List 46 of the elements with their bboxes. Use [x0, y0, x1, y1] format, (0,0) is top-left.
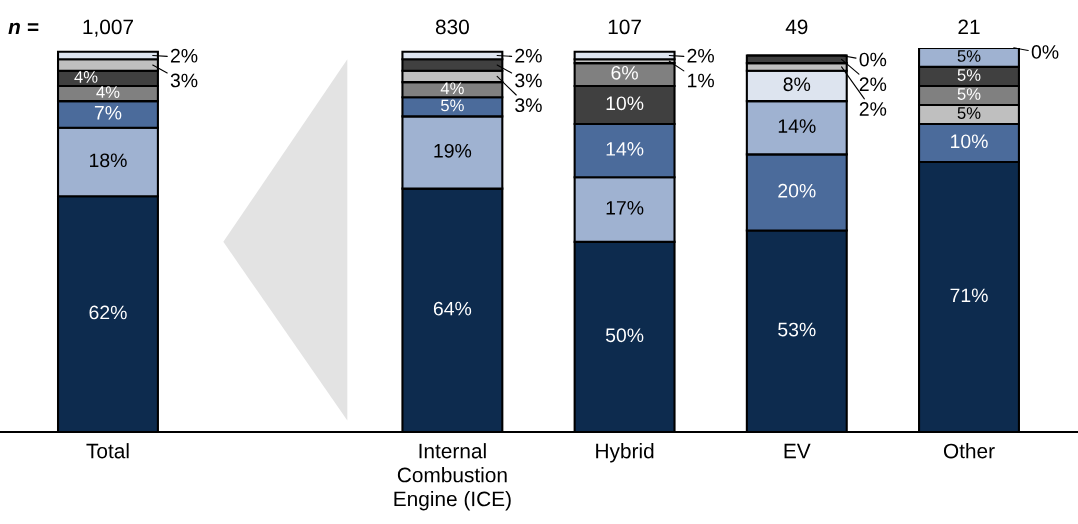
data-label: 50%	[605, 328, 644, 343]
data-label: 3%	[515, 98, 542, 113]
data-label: 4%	[440, 82, 464, 95]
data-label: 2%	[170, 48, 198, 63]
data-label: 2%	[687, 48, 714, 63]
x-tick-label: Hybrid	[596, 443, 654, 463]
data-label: 2%	[859, 77, 887, 92]
data-label: 71%	[950, 288, 988, 303]
data-label: 1%	[688, 73, 714, 88]
data-label: 19%	[434, 143, 472, 158]
data-label: 64%	[433, 301, 472, 316]
data-label: 4%	[96, 86, 120, 98]
data-label: 2%	[859, 102, 887, 116]
data-label: 62%	[89, 305, 127, 320]
x-tick-label: Total	[86, 443, 129, 459]
data-label: 18%	[90, 153, 127, 168]
data-label: 20%	[778, 183, 816, 198]
data-label: 53%	[778, 322, 816, 337]
data-label: 5%	[957, 69, 981, 81]
data-label: 5%	[957, 88, 981, 100]
text: 107	[608, 19, 641, 35]
data-label: 10%	[606, 96, 644, 111]
text: 830	[435, 19, 469, 35]
text: 1,007	[83, 19, 133, 37]
data-label: 7%	[94, 105, 122, 120]
data-label: 17%	[606, 201, 644, 215]
text: n =	[8, 22, 39, 35]
data-label: 14%	[606, 142, 644, 156]
data-label: 10%	[951, 134, 988, 149]
data-label: 5%	[441, 99, 464, 112]
data-label: 6%	[611, 65, 638, 80]
data-label: 4%	[74, 71, 98, 83]
data-label: 0%	[859, 52, 887, 67]
data-label: 8%	[783, 77, 811, 92]
x-tick-label: EV	[784, 443, 811, 459]
data-label: 3%	[515, 73, 542, 88]
data-label: 14%	[778, 119, 816, 133]
text: 49	[785, 19, 808, 35]
data-label: 5%	[957, 50, 981, 62]
data-label: 3%	[170, 73, 198, 88]
data-label: 0%	[1031, 45, 1059, 59]
x-tick-label: Other	[943, 443, 995, 459]
text: 21	[958, 19, 980, 35]
data-label: 5%	[957, 107, 981, 119]
data-label: 2%	[515, 48, 542, 63]
x-tick-label: Internal Combustion Engine (ICE)	[394, 443, 511, 511]
